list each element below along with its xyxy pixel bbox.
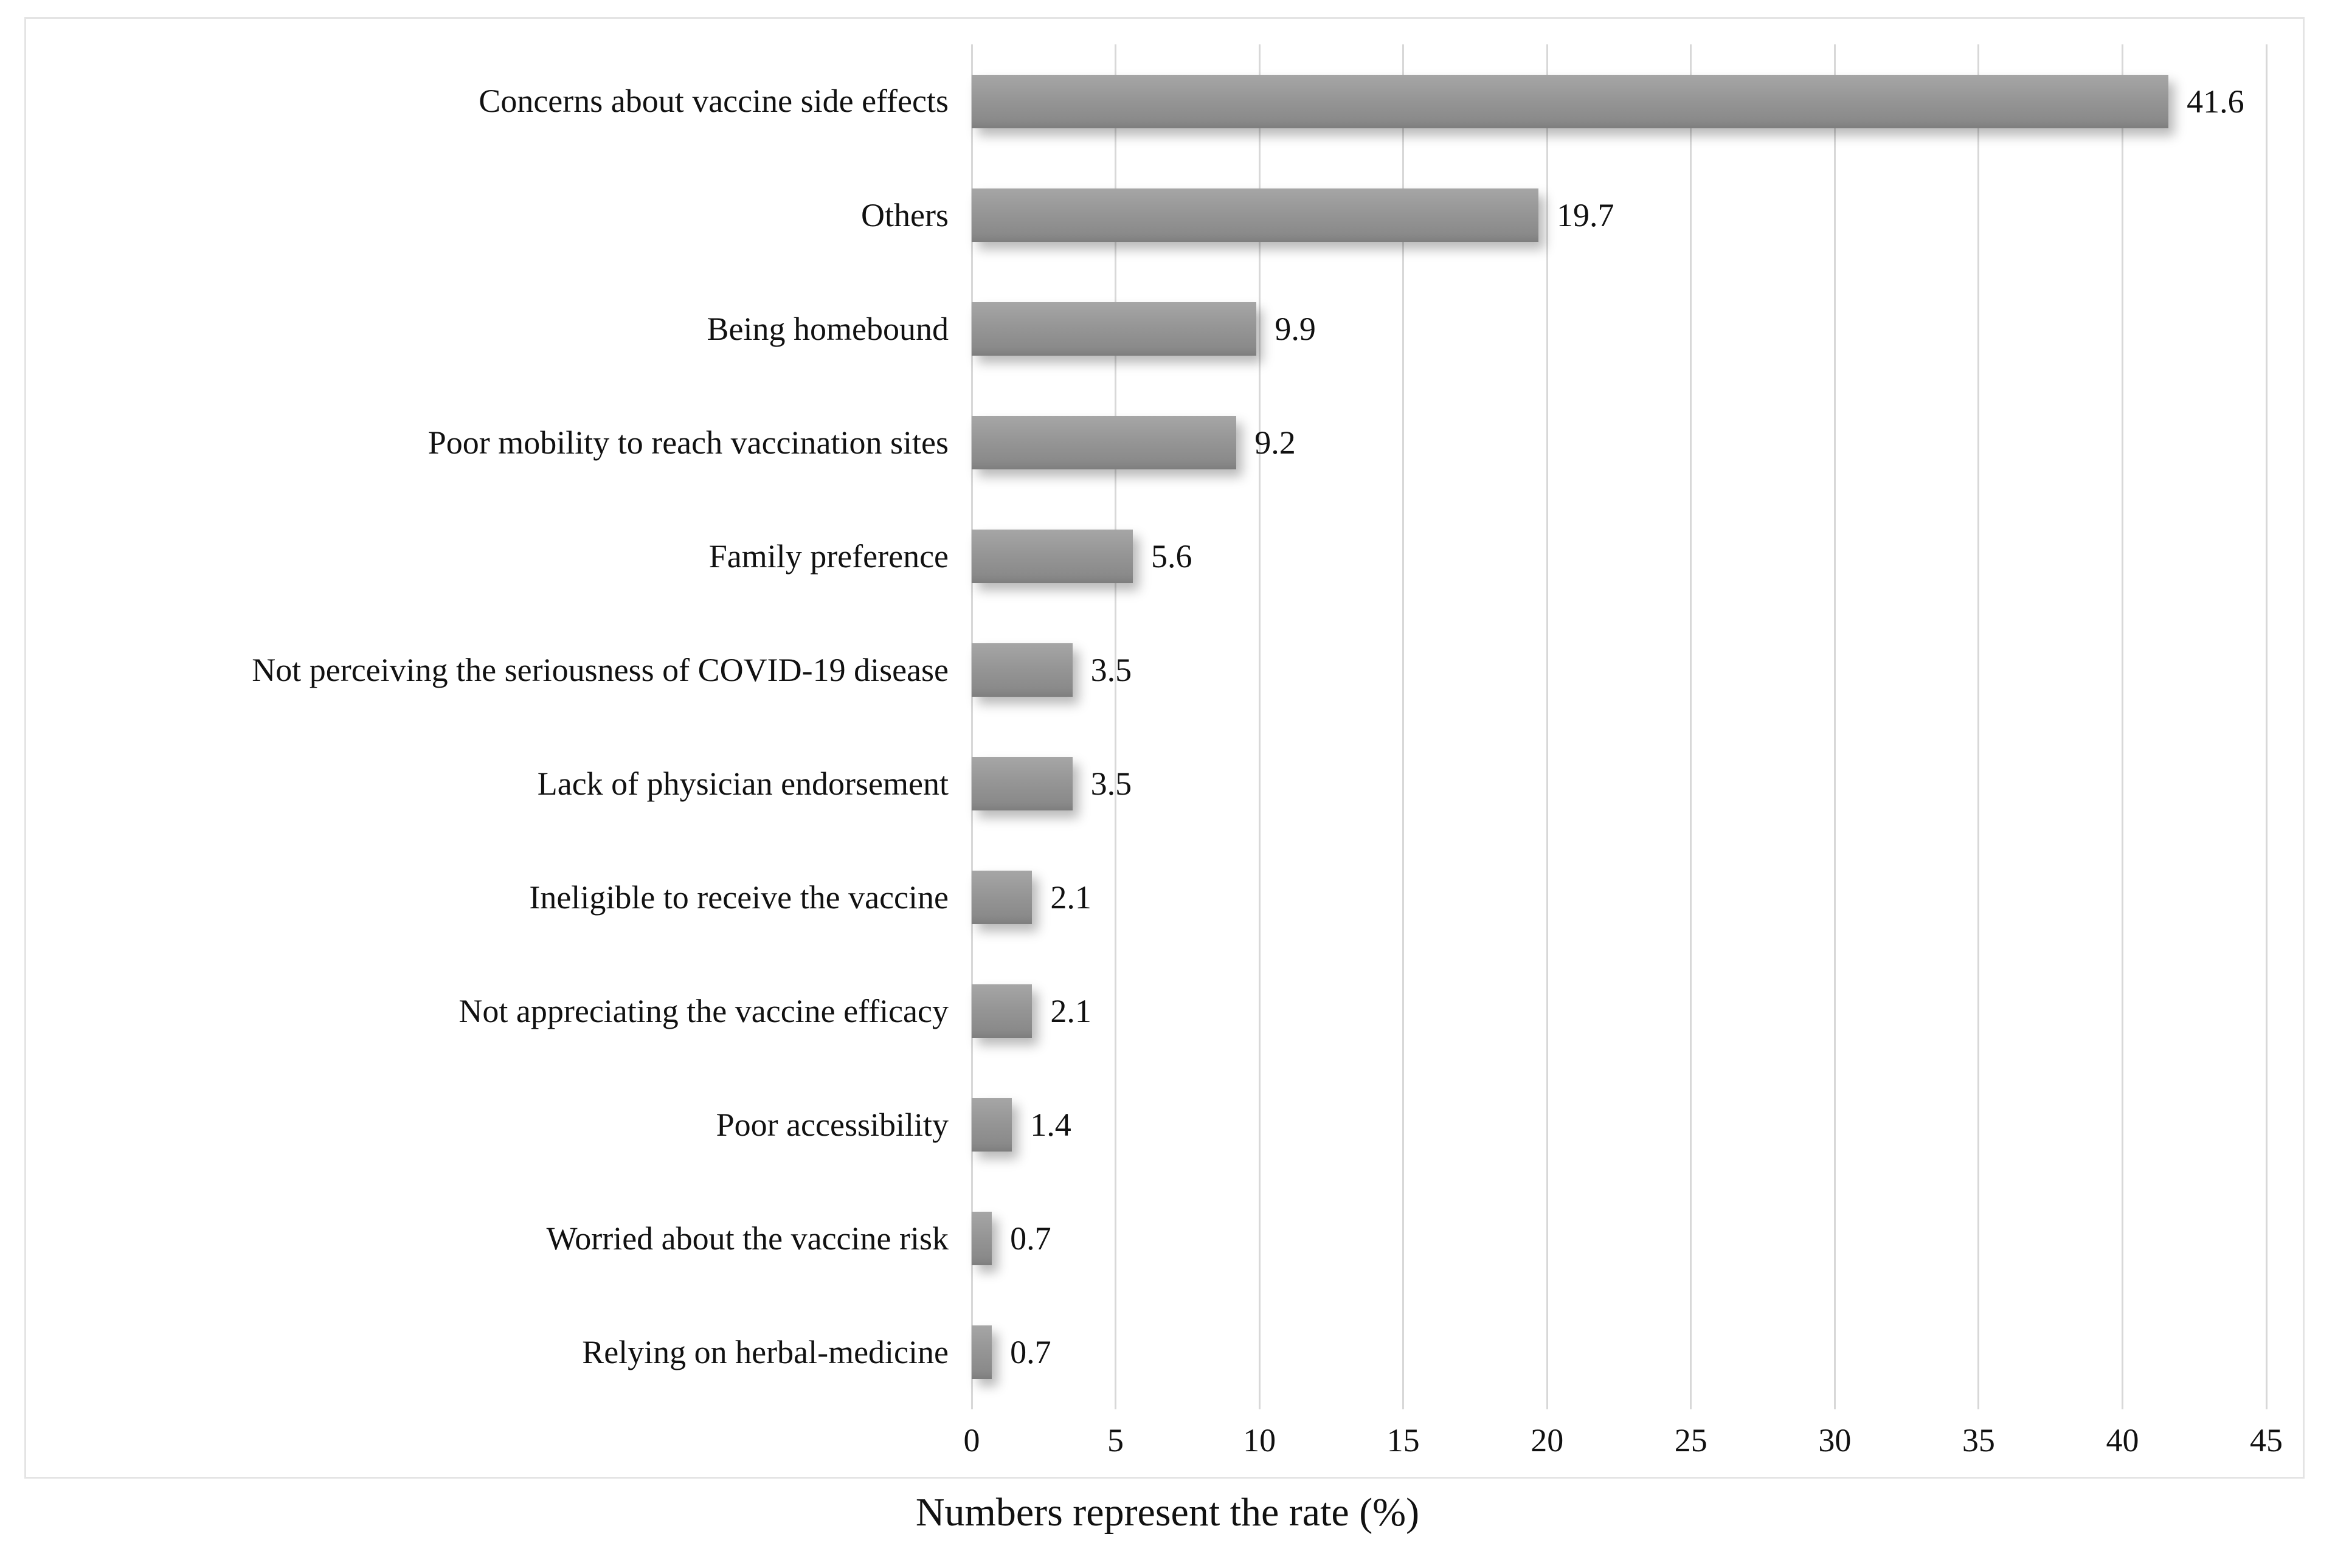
bar-row: 1.4	[972, 1068, 2266, 1182]
category-label: Poor mobility to reach vaccination sites	[427, 424, 949, 461]
gridline	[2121, 44, 2123, 1409]
x-tick-label: 45	[2250, 1422, 2283, 1459]
x-tick-label: 30	[1818, 1422, 1852, 1459]
plot-area: 41.6 19.7 9.9 9.2 5.6 3.5 3.5 2.1 2.1 1.4 0.7 0.7	[970, 44, 2268, 1409]
gridline	[1115, 44, 1117, 1409]
bar	[972, 1325, 992, 1380]
bar-row: 2.1	[972, 955, 2266, 1068]
gridline	[1402, 44, 1405, 1409]
value-label: 0.7	[1010, 1220, 1051, 1257]
value-label: 9.9	[1275, 310, 1316, 347]
value-label: 2.1	[1050, 879, 1091, 916]
gridline	[2265, 44, 2268, 1409]
chart-caption: Numbers represent the rate (%)	[915, 1490, 1420, 1535]
gridline	[1833, 44, 1836, 1409]
category-label: Poor accessibility	[716, 1107, 949, 1144]
value-label: 2.1	[1050, 993, 1091, 1030]
category-label: Lack of physician endorsement	[537, 765, 949, 802]
bar	[972, 529, 1133, 583]
bar	[972, 757, 1073, 811]
category-label: Others	[861, 196, 949, 233]
category-label: Ineligible to receive the vaccine	[529, 879, 949, 916]
bar	[972, 1098, 1012, 1152]
category-axis: Concerns about vaccine side effects Other…	[27, 44, 949, 1409]
category-label: Family preference	[708, 537, 949, 575]
x-tick-label: 5	[1107, 1422, 1124, 1459]
value-label: 3.5	[1090, 765, 1132, 803]
bar-row: 9.9	[972, 272, 2266, 385]
category-label: Relying on herbal-medicine	[582, 1334, 949, 1371]
x-tick-label: 10	[1243, 1422, 1276, 1459]
bar-row: 3.5	[972, 727, 2266, 841]
value-label: 5.6	[1150, 537, 1192, 575]
category-label: Not perceiving the seriousness of COVID-…	[252, 651, 949, 688]
value-label: 3.5	[1090, 651, 1132, 688]
value-label: 41.6	[2187, 83, 2244, 120]
category-label: Worried about the vaccine risk	[546, 1220, 949, 1257]
value-label: 1.4	[1030, 1107, 1071, 1144]
gridline	[970, 44, 973, 1409]
bar	[972, 643, 1073, 697]
x-tick-label: 15	[1386, 1422, 1420, 1459]
category-label: Being homebound	[707, 310, 949, 347]
x-tick-label: 0	[963, 1422, 980, 1459]
value-label: 19.7	[1557, 196, 1614, 233]
bar	[972, 302, 1257, 356]
chart-frame	[24, 17, 2305, 1479]
bar-row: 0.7	[972, 1296, 2266, 1409]
gridline	[1690, 44, 1692, 1409]
x-tick-label: 35	[1962, 1422, 1995, 1459]
bar	[972, 188, 1539, 242]
category-label: Concerns about vaccine side effects	[479, 83, 949, 120]
bar	[972, 871, 1033, 925]
bar	[972, 984, 1033, 1038]
bar-row: 5.6	[972, 499, 2266, 613]
bar-row: 9.2	[972, 385, 2266, 499]
bar	[972, 1212, 992, 1266]
gridline	[1258, 44, 1261, 1409]
bar	[972, 74, 2169, 128]
bar-row: 3.5	[972, 613, 2266, 727]
x-tick-label: 20	[1531, 1422, 1564, 1459]
bar	[972, 415, 1237, 469]
x-tick-label: 40	[2106, 1422, 2139, 1459]
value-label: 0.7	[1010, 1334, 1051, 1371]
gridline	[1546, 44, 1548, 1409]
category-label: Not appreciating the vaccine efficacy	[458, 993, 949, 1030]
x-tick-label: 25	[1674, 1422, 1707, 1459]
gridline	[1977, 44, 1980, 1409]
value-label: 9.2	[1254, 424, 1296, 461]
bar-row: 2.1	[972, 841, 2266, 955]
bar-row: 0.7	[972, 1182, 2266, 1296]
bar-row: 41.6	[972, 44, 2266, 158]
bar-row: 19.7	[972, 158, 2266, 272]
